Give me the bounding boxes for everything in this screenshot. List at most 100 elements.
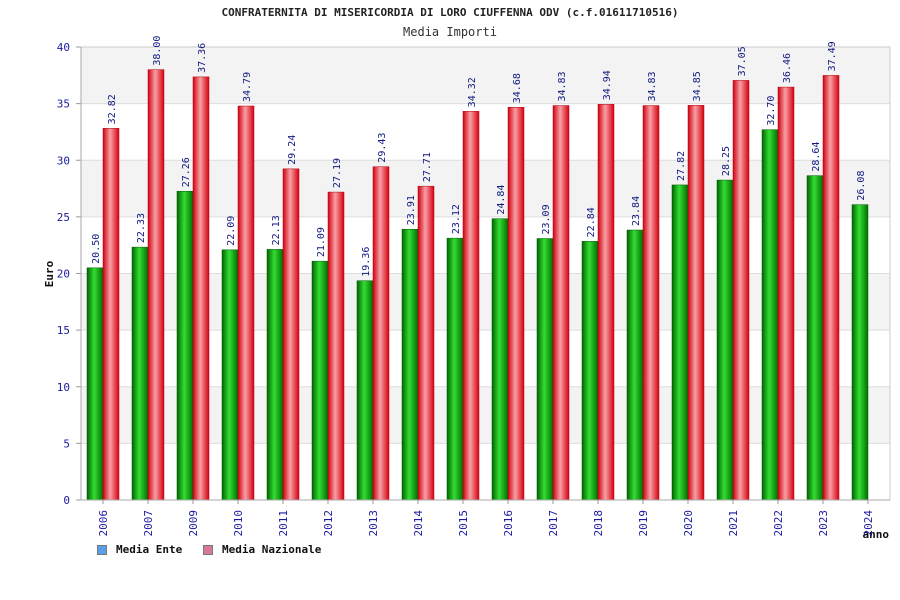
data-label-media-nazionale: 37.36 xyxy=(197,43,208,73)
y-tick-label: 15 xyxy=(57,324,70,337)
data-label-media-ente: 23.91 xyxy=(406,195,417,225)
data-label-media-ente: 22.33 xyxy=(136,213,147,243)
legend-label-media-nazionale: Media Nazionale xyxy=(222,543,322,556)
bar-media-nazionale xyxy=(777,86,795,501)
bar-media-nazionale xyxy=(462,111,480,501)
bar-media-ente xyxy=(851,204,869,501)
data-label-media-nazionale: 34.79 xyxy=(242,72,253,102)
data-label-media-ente: 21.09 xyxy=(316,227,327,257)
bars xyxy=(86,69,869,501)
data-label-media-ente: 32.70 xyxy=(766,96,777,126)
x-tick-label: 2013 xyxy=(367,510,380,537)
bar-media-ente xyxy=(671,184,689,501)
y-tick-label: 5 xyxy=(63,437,70,450)
data-label-media-nazionale: 37.49 xyxy=(827,41,838,71)
x-tick-label: 2006 xyxy=(97,510,110,537)
bar-media-nazionale xyxy=(597,104,615,501)
legend-label-media-ente: Media Ente xyxy=(116,543,183,556)
data-labels: 20.50 32.82 22.33 38.00 27.26 37.36 22.09 34.79… xyxy=(91,36,867,277)
bar-media-nazionale xyxy=(147,69,165,501)
bar-media-nazionale xyxy=(552,105,570,501)
data-label-media-nazionale: 32.82 xyxy=(107,94,118,124)
bar-media-ente xyxy=(221,249,239,501)
y-tick-label: 25 xyxy=(57,211,70,224)
data-label-media-nazionale: 34.32 xyxy=(467,77,478,107)
bar-media-nazionale xyxy=(507,106,525,501)
grid-band xyxy=(81,330,890,387)
bar-media-ente xyxy=(581,241,599,501)
bar-media-ente xyxy=(401,228,419,501)
bar-media-ente xyxy=(356,280,374,501)
legend-item-media-nazionale: Media Nazionale xyxy=(203,543,321,556)
bar-media-ente xyxy=(806,175,824,501)
bar-media-ente xyxy=(716,179,734,501)
data-label-media-ente: 23.09 xyxy=(541,204,552,234)
grid xyxy=(81,46,890,500)
data-label-media-ente: 28.64 xyxy=(811,142,822,172)
grid-band xyxy=(81,47,890,104)
bar-media-nazionale xyxy=(102,128,120,501)
bar-media-nazionale xyxy=(237,105,255,501)
x-tick-label: 2024 xyxy=(862,510,875,537)
bar-media-nazionale xyxy=(822,75,840,501)
x-tick-label: 2022 xyxy=(772,510,785,537)
y-tick-label: 10 xyxy=(57,381,70,394)
bar-media-ente xyxy=(536,238,554,501)
data-label-media-nazionale: 27.71 xyxy=(422,152,433,182)
data-label-media-ente: 22.84 xyxy=(586,207,597,237)
bar-media-nazionale xyxy=(687,105,705,501)
data-label-media-ente: 23.12 xyxy=(451,204,462,234)
bar-media-nazionale xyxy=(282,168,300,501)
data-label-media-nazionale: 34.83 xyxy=(647,71,658,101)
chart-subtitle: Media Importi xyxy=(403,25,497,39)
data-label-media-ente: 27.26 xyxy=(181,157,192,187)
y-tick-label: 20 xyxy=(57,268,70,281)
x-tick-label: 2007 xyxy=(142,510,155,537)
grid-band xyxy=(81,273,890,331)
data-label-media-nazionale: 29.24 xyxy=(287,135,298,165)
bar-media-ente xyxy=(491,218,509,501)
x-tick-label: 2020 xyxy=(682,510,695,537)
data-label-media-ente: 22.09 xyxy=(226,216,237,246)
y-tick-label: 30 xyxy=(57,154,70,167)
data-label-media-ente: 28.25 xyxy=(721,146,732,176)
x-tick-label: 2012 xyxy=(322,510,335,537)
data-label-media-ente: 27.82 xyxy=(676,151,687,181)
bar-media-ente xyxy=(626,229,644,501)
x-tick-label: 2011 xyxy=(277,510,290,537)
x-tick-label: 2016 xyxy=(502,510,515,537)
grid-band xyxy=(81,443,890,500)
bar-media-nazionale xyxy=(192,76,210,501)
legend-item-media-ente: Media Ente xyxy=(97,543,182,556)
bar-media-nazionale xyxy=(372,166,390,501)
legend-swatch-media-ente xyxy=(97,544,107,555)
grid-band xyxy=(81,216,890,274)
y-tick-label: 40 xyxy=(57,41,70,54)
bar-media-ente xyxy=(761,129,779,501)
data-label-media-nazionale: 29.43 xyxy=(377,133,388,163)
grid-band xyxy=(81,103,890,161)
bar-media-ente xyxy=(266,249,284,501)
bar-media-ente xyxy=(176,191,194,501)
bar-media-nazionale xyxy=(642,105,660,501)
x-tick-label: 2019 xyxy=(637,510,650,537)
data-label-media-ente: 23.84 xyxy=(631,196,642,226)
bar-media-nazionale xyxy=(327,191,345,501)
bar-media-ente xyxy=(131,246,149,501)
bar-media-nazionale xyxy=(732,80,750,501)
data-label-media-nazionale: 34.85 xyxy=(692,71,703,101)
data-label-media-nazionale: 36.46 xyxy=(782,53,793,83)
axes: 0 5 10 15 20 25 30 35 40 Euro anno 2006 2007 2009 2010… xyxy=(43,41,891,541)
data-label-media-ente: 20.50 xyxy=(91,234,102,264)
grid-band xyxy=(81,160,890,217)
x-tick-label: 2018 xyxy=(592,510,605,537)
data-label-media-ente: 26.08 xyxy=(856,171,867,201)
x-axis-label: anno xyxy=(863,528,890,541)
x-tick-label: 2023 xyxy=(817,510,830,537)
legend-swatch-media-nazionale xyxy=(203,544,213,555)
y-tick-label: 0 xyxy=(63,494,70,507)
data-label-media-nazionale: 34.94 xyxy=(602,70,613,100)
bar-media-ente xyxy=(86,267,104,501)
x-tick-label: 2009 xyxy=(187,510,200,537)
